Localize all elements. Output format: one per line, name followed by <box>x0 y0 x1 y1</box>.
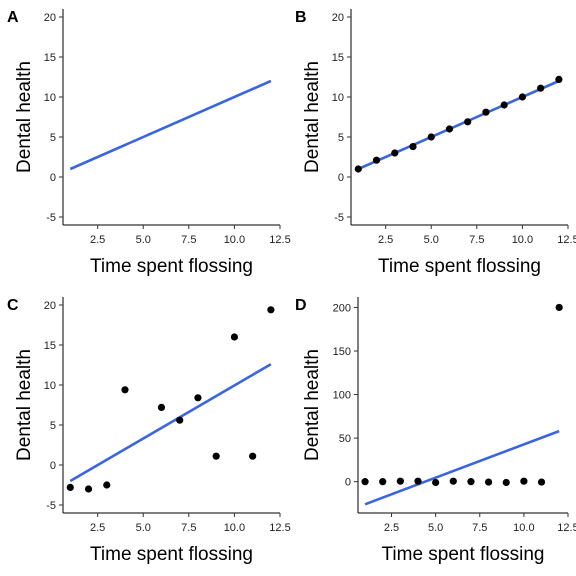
y-tick-label: 15 <box>44 52 56 64</box>
data-point <box>427 133 435 141</box>
y-axis-title: Dental health <box>14 61 35 173</box>
data-point <box>432 478 440 487</box>
data-point <box>482 108 490 116</box>
y-tick-label: 5 <box>50 420 56 432</box>
x-tick-label: 5.0 <box>428 522 443 534</box>
x-tick-label: 10.0 <box>513 522 534 534</box>
y-tick-label: 0 <box>345 477 351 489</box>
data-point <box>249 452 257 460</box>
data-point <box>372 156 381 164</box>
data-point <box>464 118 472 126</box>
y-tick-label: 20 <box>44 12 56 24</box>
x-tick-label: 5.0 <box>136 522 151 534</box>
data-point <box>467 478 475 486</box>
data-point <box>212 452 220 460</box>
x-tick-label: 2.5 <box>378 234 393 246</box>
data-point <box>520 477 528 485</box>
x-tick-label: 5.0 <box>136 234 151 246</box>
y-tick-label: 10 <box>44 380 56 392</box>
y-tick-label: 50 <box>339 433 351 445</box>
data-point <box>391 149 399 157</box>
y-tick-label: -5 <box>46 212 56 224</box>
y-tick-label: 0 <box>338 172 344 184</box>
x-axis-title: Time spent flossing <box>378 256 541 277</box>
panel-b: -5 0 5 10 15 20 2.5 5.0 7.5 10.0 12.5 Time spent fl… <box>295 9 576 277</box>
x-tick-label: 2.5 <box>90 522 105 534</box>
x-tick-label: 12.5 <box>269 522 290 534</box>
panel-label: D <box>295 297 307 314</box>
y-tick-label: 5 <box>338 132 344 144</box>
x-tick-label: 12.5 <box>269 234 290 246</box>
data-point <box>396 477 404 485</box>
panel-c: -5 0 5 10 15 20 2.5 5.0 7.5 10.0 12.5 Time spent fl… <box>7 297 291 565</box>
x-axis-title: Time spent flossing <box>382 544 545 565</box>
fit-line <box>364 429 560 506</box>
y-tick-label: -5 <box>46 500 56 512</box>
x-tick-label: 10.0 <box>224 522 245 534</box>
x-tick-label: 10.0 <box>224 234 245 246</box>
fit-line <box>357 79 560 171</box>
panel-label: A <box>7 9 19 26</box>
data-point <box>84 485 93 493</box>
panel-a: -5 0 5 10 15 20 2.5 5.0 7.5 10.0 12.5 Time spent fl… <box>7 9 291 277</box>
data-point <box>194 394 202 402</box>
panel-label: B <box>295 9 307 26</box>
y-tick-label: 200 <box>333 302 351 314</box>
x-tick-label: 12.5 <box>557 522 576 534</box>
x-tick-label: 7.5 <box>181 234 196 246</box>
data-point <box>449 477 457 485</box>
data-point <box>484 478 493 486</box>
x-tick-label: 7.5 <box>472 522 487 534</box>
data-point <box>379 478 387 486</box>
y-tick-label: -5 <box>334 212 344 224</box>
data-point <box>537 84 545 92</box>
data-point <box>537 478 546 486</box>
x-tick-label: 5.0 <box>424 234 439 246</box>
y-tick-label: 100 <box>333 390 351 402</box>
x-tick-label: 2.5 <box>384 522 399 534</box>
data-point <box>445 125 454 133</box>
data-point <box>361 478 369 486</box>
data-point <box>555 75 563 83</box>
x-tick-label: 12.5 <box>557 234 576 246</box>
panel-d: 0 50 100 150 200 2.5 5.0 7.5 10.0 12.5 Time spent … <box>295 297 576 565</box>
y-tick-label: 20 <box>332 12 344 24</box>
x-tick-label: 7.5 <box>469 234 484 246</box>
x-tick-label: 2.5 <box>90 234 105 246</box>
y-tick-label: 5 <box>50 132 56 144</box>
y-axis-title: Dental health <box>302 61 323 173</box>
y-tick-label: 15 <box>332 52 344 64</box>
data-point <box>518 93 527 101</box>
data-point <box>157 403 166 411</box>
data-point <box>409 143 417 151</box>
fit-line <box>69 79 272 171</box>
data-point <box>555 303 563 312</box>
y-tick-label: 0 <box>50 460 56 472</box>
data-point <box>121 386 129 394</box>
data-point <box>502 478 510 487</box>
y-tick-label: 20 <box>44 300 56 312</box>
x-tick-label: 7.5 <box>181 522 196 534</box>
x-axis-title: Time spent flossing <box>90 544 253 565</box>
data-point <box>500 101 508 109</box>
fit-line <box>69 363 272 483</box>
y-tick-label: 15 <box>44 340 56 352</box>
y-tick-label: 150 <box>333 346 351 358</box>
x-axis-title: Time spent flossing <box>90 256 253 277</box>
data-point <box>176 416 184 424</box>
y-axis-title: Dental health <box>302 349 323 461</box>
data-point <box>66 483 74 491</box>
y-axis-title: Dental health <box>14 349 35 461</box>
x-tick-label: 10.0 <box>512 234 533 246</box>
data-point <box>267 306 275 314</box>
data-point <box>103 481 111 489</box>
y-tick-label: 0 <box>50 172 56 184</box>
data-point <box>414 477 422 485</box>
y-tick-label: 10 <box>44 92 56 104</box>
panel-label: C <box>7 297 19 314</box>
data-point <box>230 333 239 341</box>
y-tick-label: 10 <box>332 92 344 104</box>
data-point <box>354 165 362 173</box>
